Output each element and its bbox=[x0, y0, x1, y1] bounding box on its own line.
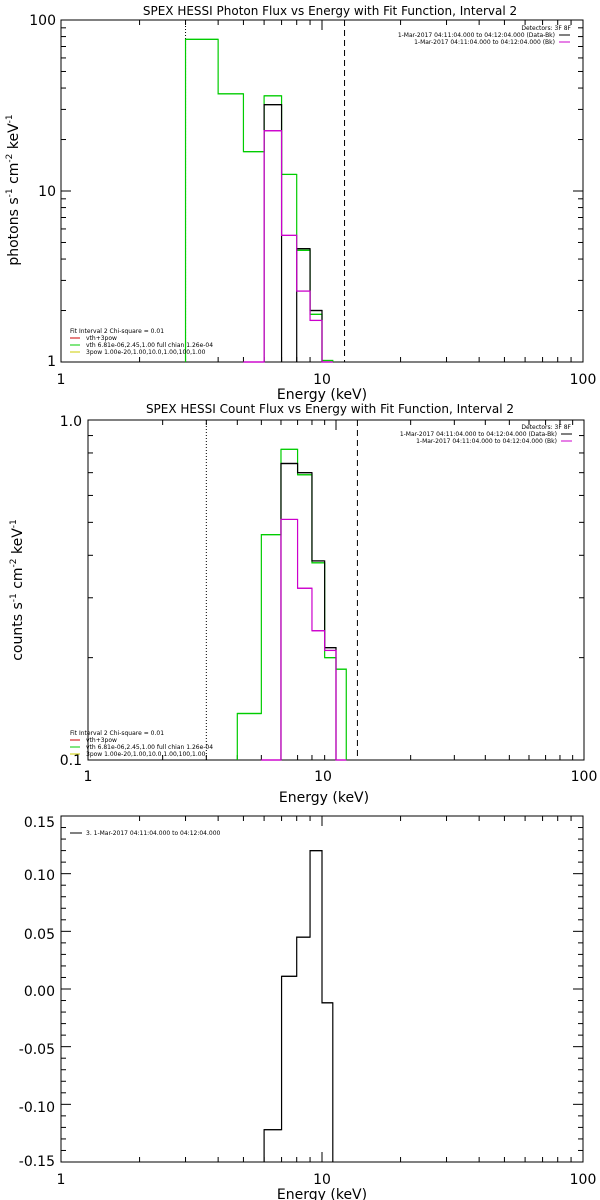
resid-x-tick-labels: 1 10 100 bbox=[57, 1172, 597, 1188]
count-fit-entry: 3pow 1.00e-20,1.00,10.0,1.00,100,1.00 bbox=[86, 751, 206, 758]
count-series-line bbox=[236, 448, 347, 760]
photon-fit-entry: vth 6.81e-06,2.45,1.00 full chian 1.26e-… bbox=[86, 342, 213, 349]
resid-y-tick-labels: 0.15 0.10 0.05 0.00 -0.05 -0.10 -0.15 bbox=[19, 815, 55, 1170]
photon-data-marks bbox=[184, 20, 346, 363]
count-data-marks bbox=[205, 420, 358, 761]
resid-ytick-label: 0.00 bbox=[24, 984, 55, 1000]
count-series-line bbox=[261, 518, 347, 761]
photon-series-line bbox=[263, 104, 323, 362]
count-series-0 bbox=[236, 448, 347, 760]
resid-series-0 bbox=[263, 849, 334, 1162]
photon-series-2 bbox=[243, 130, 333, 363]
photon-legend-fit: Fit Interval 2 Chi-square = 0.01 vth+3po… bbox=[70, 328, 213, 356]
count-xtick-label: 100 bbox=[571, 769, 598, 785]
photon-ylabel-exp: -1 bbox=[5, 114, 15, 123]
count-y-axis-label: counts s-1 cm-2 keV-1 bbox=[9, 519, 26, 661]
resid-data-marks bbox=[263, 849, 334, 1162]
photon-ylabel-part: photons s bbox=[6, 197, 22, 265]
count-series-line bbox=[280, 462, 337, 760]
count-legend-entry: 1-Mar-2017 04:11:04.000 to 04:12:04.000 … bbox=[400, 431, 557, 438]
count-legend-fit: Fit Interval 2 Chi-square = 0.01 vth+3po… bbox=[70, 730, 213, 758]
photon-title: SPEX HESSI Photon Flux vs Energy with Fi… bbox=[143, 4, 517, 18]
count-xtick-label: 10 bbox=[314, 769, 332, 785]
photon-xtick-label: 100 bbox=[570, 372, 597, 388]
count-ylabel-part: keV bbox=[10, 528, 26, 559]
resid-x-axis-label: Energy (keV) bbox=[277, 1187, 367, 1200]
resid-ytick-label: -0.05 bbox=[19, 1042, 55, 1058]
photon-legend-entry: 1-Mar-2017 04:11:04.000 to 04:12:04.000 … bbox=[398, 32, 555, 39]
photon-fit-entry: vth+3pow bbox=[86, 335, 117, 342]
resid-xtick-label: 10 bbox=[313, 1172, 331, 1188]
resid-ytick-label: 0.15 bbox=[24, 815, 55, 831]
count-ylabel-part: counts s bbox=[10, 602, 26, 661]
resid-axis-ticks bbox=[60, 815, 583, 1163]
photon-ytick-label: 100 bbox=[29, 13, 56, 29]
count-x-tick-labels: 1 10 100 bbox=[84, 769, 598, 785]
count-ylabel-exp: -2 bbox=[9, 558, 19, 567]
count-legend-header: Detectors: 3F 8F bbox=[521, 424, 571, 431]
count-legend-entry: 1-Mar-2017 04:11:04.000 to 04:12:04.000 … bbox=[416, 438, 557, 445]
count-series-1 bbox=[280, 462, 337, 760]
photon-series-0 bbox=[184, 38, 334, 362]
photon-series-line bbox=[243, 130, 333, 363]
photon-ytick-label: 10 bbox=[38, 184, 56, 200]
photon-legend-header: Detectors: 3F 8F bbox=[521, 25, 571, 32]
resid-ytick-label: 0.10 bbox=[24, 868, 55, 884]
photon-fit-entry: 3pow 1.00e-20,1.00,10.0,1.00,100,1.00 bbox=[86, 349, 206, 356]
count-panel: SPEX HESSI Count Flux vs Energy with Fit… bbox=[9, 402, 597, 806]
photon-y-tick-labels: 100 10 1 bbox=[29, 13, 56, 370]
photon-ylabel-part: cm bbox=[6, 163, 22, 189]
photon-ylabel-part: keV bbox=[6, 123, 22, 154]
count-ytick-label: 0.1 bbox=[60, 753, 82, 769]
resid-legend: 3. 1-Mar-2017 04:11:04.000 to 04:12:04.0… bbox=[70, 830, 221, 837]
photon-xtick-label: 10 bbox=[313, 372, 331, 388]
resid-panel: 1 10 100 0.15 0.10 0.05 0.00 -0.05 -0.10… bbox=[19, 815, 597, 1200]
photon-x-tick-labels: 1 10 100 bbox=[57, 372, 597, 388]
count-title: SPEX HESSI Count Flux vs Energy with Fit… bbox=[146, 402, 514, 416]
photon-y-axis-label: photons s-1 cm-2 keV-1 bbox=[5, 114, 22, 265]
photon-legend-entry: 1-Mar-2017 04:11:04.000 to 04:12:04.000 … bbox=[414, 39, 555, 46]
photon-legend-top: Detectors: 3F 8F 1-Mar-2017 04:11:04.000… bbox=[398, 25, 572, 46]
count-ylabel-exp: -1 bbox=[9, 519, 19, 528]
resid-xtick-label: 1 bbox=[57, 1172, 66, 1188]
count-xtick-label: 1 bbox=[84, 769, 93, 785]
resid-xtick-label: 100 bbox=[570, 1172, 597, 1188]
photon-panel: SPEX HESSI Photon Flux vs Energy with Fi… bbox=[5, 4, 596, 403]
photon-ytick-label: 1 bbox=[47, 354, 56, 370]
photon-series-line bbox=[184, 38, 334, 362]
count-ytick-label: 1.0 bbox=[60, 414, 82, 430]
photon-series-1 bbox=[263, 104, 323, 362]
resid-ytick-label: -0.10 bbox=[19, 1100, 55, 1116]
photon-xtick-label: 1 bbox=[57, 372, 66, 388]
count-fit-header: Fit Interval 2 Chi-square = 0.01 bbox=[70, 730, 164, 737]
count-fit-entry: vth+3pow bbox=[86, 737, 117, 744]
photon-ylabel-exp: -1 bbox=[5, 188, 15, 197]
resid-legend-entry: 3. 1-Mar-2017 04:11:04.000 to 04:12:04.0… bbox=[86, 830, 221, 837]
count-legend-top: Detectors: 3F 8F 1-Mar-2017 04:11:04.000… bbox=[400, 424, 572, 445]
photon-x-axis-label: Energy (keV) bbox=[277, 387, 367, 403]
resid-ytick-label: 0.05 bbox=[24, 927, 55, 943]
resid-series-line bbox=[263, 850, 334, 1162]
count-ylabel-part: cm bbox=[10, 567, 26, 593]
photon-fit-header: Fit Interval 2 Chi-square = 0.01 bbox=[70, 328, 164, 335]
count-x-axis-label: Energy (keV) bbox=[279, 790, 369, 806]
count-y-tick-labels: 1.0 0.1 bbox=[60, 414, 82, 769]
photon-ylabel-exp: -2 bbox=[5, 154, 15, 163]
count-ylabel-exp: -1 bbox=[9, 593, 19, 602]
count-series-2 bbox=[261, 518, 347, 761]
count-fit-entry: vth 6.81e-06,2.45,1.00 full chian 1.26e-… bbox=[86, 744, 213, 751]
resid-ytick-label: -0.15 bbox=[19, 1154, 55, 1170]
